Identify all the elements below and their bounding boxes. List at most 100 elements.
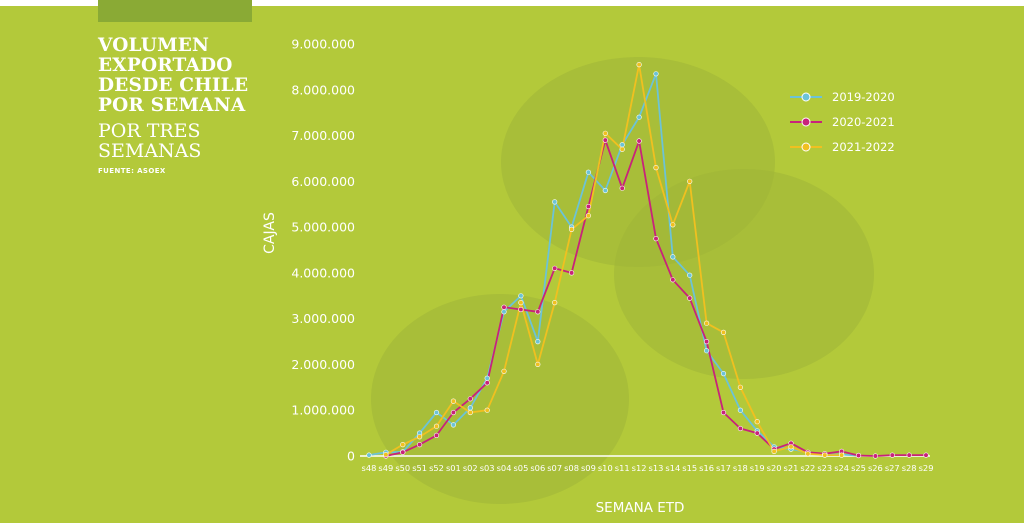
data-point	[450, 409, 457, 416]
data-point	[737, 407, 744, 413]
chart-subtitle: POR TRES SEMANAS	[98, 120, 202, 162]
data-point	[535, 339, 541, 345]
data-point	[737, 384, 744, 390]
data-point	[720, 409, 727, 416]
data-point	[417, 442, 423, 448]
data-point	[552, 265, 558, 271]
data-point	[433, 432, 440, 439]
data-point	[754, 419, 760, 425]
data-point	[889, 452, 895, 458]
data-point	[433, 423, 440, 429]
data-point	[501, 304, 507, 310]
y-tick-label: 7.000.000	[291, 128, 355, 143]
data-point	[535, 361, 541, 368]
chart-title: VOLUMEN EXPORTADO DESDE CHILE POR SEMANA	[98, 35, 249, 116]
x-tick-label: s15	[682, 463, 697, 473]
x-tick-label: s01	[446, 463, 461, 473]
data-point	[433, 409, 440, 416]
x-tick-label: s02	[463, 463, 478, 473]
data-point	[619, 142, 625, 148]
y-tick-label: 0	[347, 449, 355, 464]
x-tick-label: s08	[564, 463, 579, 473]
data-point	[670, 254, 676, 260]
data-point	[400, 442, 406, 448]
data-point	[568, 270, 575, 276]
data-point	[467, 409, 473, 416]
y-tick-label: 6.000.000	[291, 174, 355, 189]
background-bubble	[371, 294, 629, 504]
x-tick-label: s18	[733, 463, 748, 473]
x-tick-label: s19	[750, 463, 765, 473]
data-point	[484, 407, 490, 413]
legend-swatch-marker	[801, 92, 811, 102]
data-point	[670, 222, 676, 228]
data-point	[636, 138, 642, 144]
y-tick-label: 9.000.000	[291, 37, 355, 52]
legend-label: 2020-2021	[832, 115, 895, 129]
x-tick-label: s48	[362, 463, 377, 473]
data-point	[687, 295, 693, 301]
data-point	[484, 375, 490, 381]
series-line	[385, 63, 842, 456]
x-tick-label: s06	[530, 463, 545, 473]
x-tick-label: s07	[547, 463, 562, 473]
data-point	[602, 187, 608, 194]
data-point	[737, 425, 744, 432]
y-tick-label: 2.000.000	[291, 357, 355, 372]
data-point	[484, 380, 490, 386]
data-point	[687, 178, 693, 184]
x-tick-label: s24	[834, 463, 849, 473]
x-tick-label: s28	[902, 463, 917, 473]
x-tick-label: s11	[615, 463, 630, 473]
data-point	[771, 448, 777, 455]
data-point	[703, 348, 710, 354]
x-tick-label: s51	[412, 463, 427, 473]
x-tick-label: s04	[497, 463, 512, 473]
data-point	[872, 453, 879, 459]
data-point	[585, 169, 592, 175]
x-tick-label: s49	[378, 463, 393, 473]
x-tick-label: s16	[699, 463, 714, 473]
legend-swatch-marker	[801, 142, 811, 152]
data-point	[400, 449, 406, 455]
x-tick-label: s50	[395, 463, 410, 473]
data-point	[619, 146, 625, 152]
x-tick-label: s27	[885, 463, 900, 473]
data-point	[855, 452, 862, 459]
data-point	[619, 185, 625, 191]
data-point	[450, 422, 457, 428]
header-tab	[98, 0, 252, 22]
data-point	[653, 71, 659, 77]
data-point	[687, 272, 693, 278]
data-point	[552, 199, 558, 205]
data-point	[720, 371, 727, 377]
y-tick-label: 5.000.000	[291, 220, 355, 235]
x-tick-label: s22	[800, 463, 815, 473]
x-tick-label: s21	[784, 463, 799, 473]
data-point	[450, 398, 457, 404]
data-point	[518, 300, 524, 306]
x-tick-label: s10	[598, 463, 613, 473]
data-point	[585, 203, 592, 210]
y-axis-label: CAJAS	[262, 212, 278, 254]
source-note: FUENTE: ASOEX	[98, 167, 166, 175]
data-point	[653, 236, 659, 242]
data-point	[703, 320, 710, 326]
x-tick-label: s29	[919, 463, 934, 473]
x-axis-label: SEMANA ETD	[596, 500, 685, 516]
x-tick-label: s09	[581, 463, 596, 473]
data-point	[653, 165, 659, 171]
data-point	[383, 452, 389, 458]
top-rule	[0, 0, 1024, 6]
x-tick-label: s25	[851, 463, 866, 473]
x-tick-label: s52	[429, 463, 444, 473]
data-point	[636, 61, 642, 68]
data-point	[788, 444, 794, 450]
y-tick-label: 3.000.000	[291, 311, 355, 326]
x-tick-label: s23	[817, 463, 832, 473]
y-tick-label: 1.000.000	[291, 403, 355, 418]
data-point	[467, 396, 473, 402]
x-tick-label: s20	[767, 463, 782, 473]
data-point	[703, 339, 710, 345]
